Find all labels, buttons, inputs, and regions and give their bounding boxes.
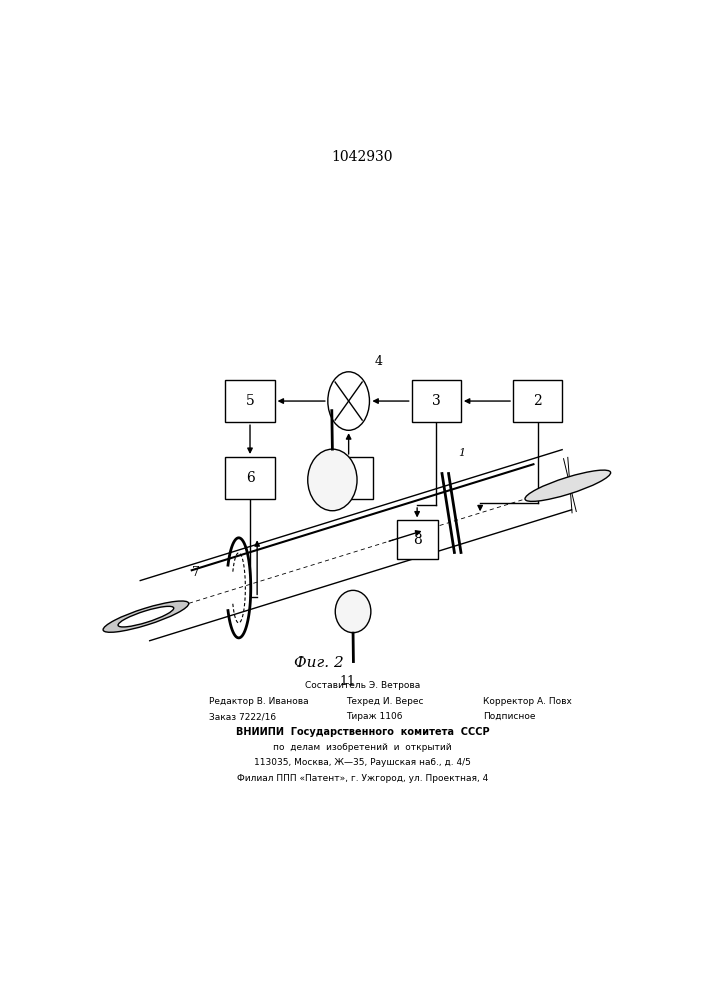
Text: 8: 8 (413, 533, 421, 547)
Bar (324, 457, 373, 499)
Text: Корректор А. Повх: Корректор А. Повх (483, 697, 572, 706)
Text: Редактор В. Иванова: Редактор В. Иванова (209, 697, 308, 706)
Text: 113035, Москва, Ж—35, Раушская наб., д. 4/5: 113035, Москва, Ж—35, Раушская наб., д. … (254, 758, 471, 767)
Text: Фиг. 2: Фиг. 2 (293, 656, 344, 670)
Text: 4: 4 (375, 355, 383, 368)
Ellipse shape (103, 601, 189, 632)
Bar (397, 520, 438, 559)
Text: Филиал ППП «Патент», г. Ужгород, ул. Проектная, 4: Филиал ППП «Патент», г. Ужгород, ул. Про… (237, 774, 488, 783)
Ellipse shape (308, 449, 357, 511)
Text: 9: 9 (344, 471, 353, 485)
Text: Заказ 7222/16: Заказ 7222/16 (209, 712, 276, 721)
Text: 11: 11 (339, 675, 356, 688)
Bar (411, 380, 461, 422)
Bar (513, 380, 562, 422)
Text: 10: 10 (116, 618, 132, 631)
Text: 1042930: 1042930 (332, 150, 393, 164)
Text: 3: 3 (432, 394, 440, 408)
Ellipse shape (118, 606, 174, 627)
Text: Тираж 1106: Тираж 1106 (346, 712, 402, 721)
Circle shape (328, 372, 370, 430)
Bar (226, 380, 275, 422)
Ellipse shape (525, 470, 611, 501)
Text: ВНИИПИ  Государственного  комитета  СССР: ВНИИПИ Государственного комитета СССР (235, 727, 489, 737)
Text: 5: 5 (245, 394, 255, 408)
Text: 6: 6 (245, 471, 255, 485)
Text: 2: 2 (533, 394, 542, 408)
Text: Составитель Э. Ветрова: Составитель Э. Ветрова (305, 681, 420, 690)
Bar (226, 457, 275, 499)
Text: Техред И. Верес: Техред И. Верес (346, 697, 423, 706)
Text: 7: 7 (192, 566, 200, 579)
Ellipse shape (335, 590, 371, 633)
Text: 1: 1 (458, 448, 465, 458)
Text: по  делам  изобретений  и  открытий: по делам изобретений и открытий (273, 743, 452, 752)
Text: Подписное: Подписное (483, 712, 535, 721)
